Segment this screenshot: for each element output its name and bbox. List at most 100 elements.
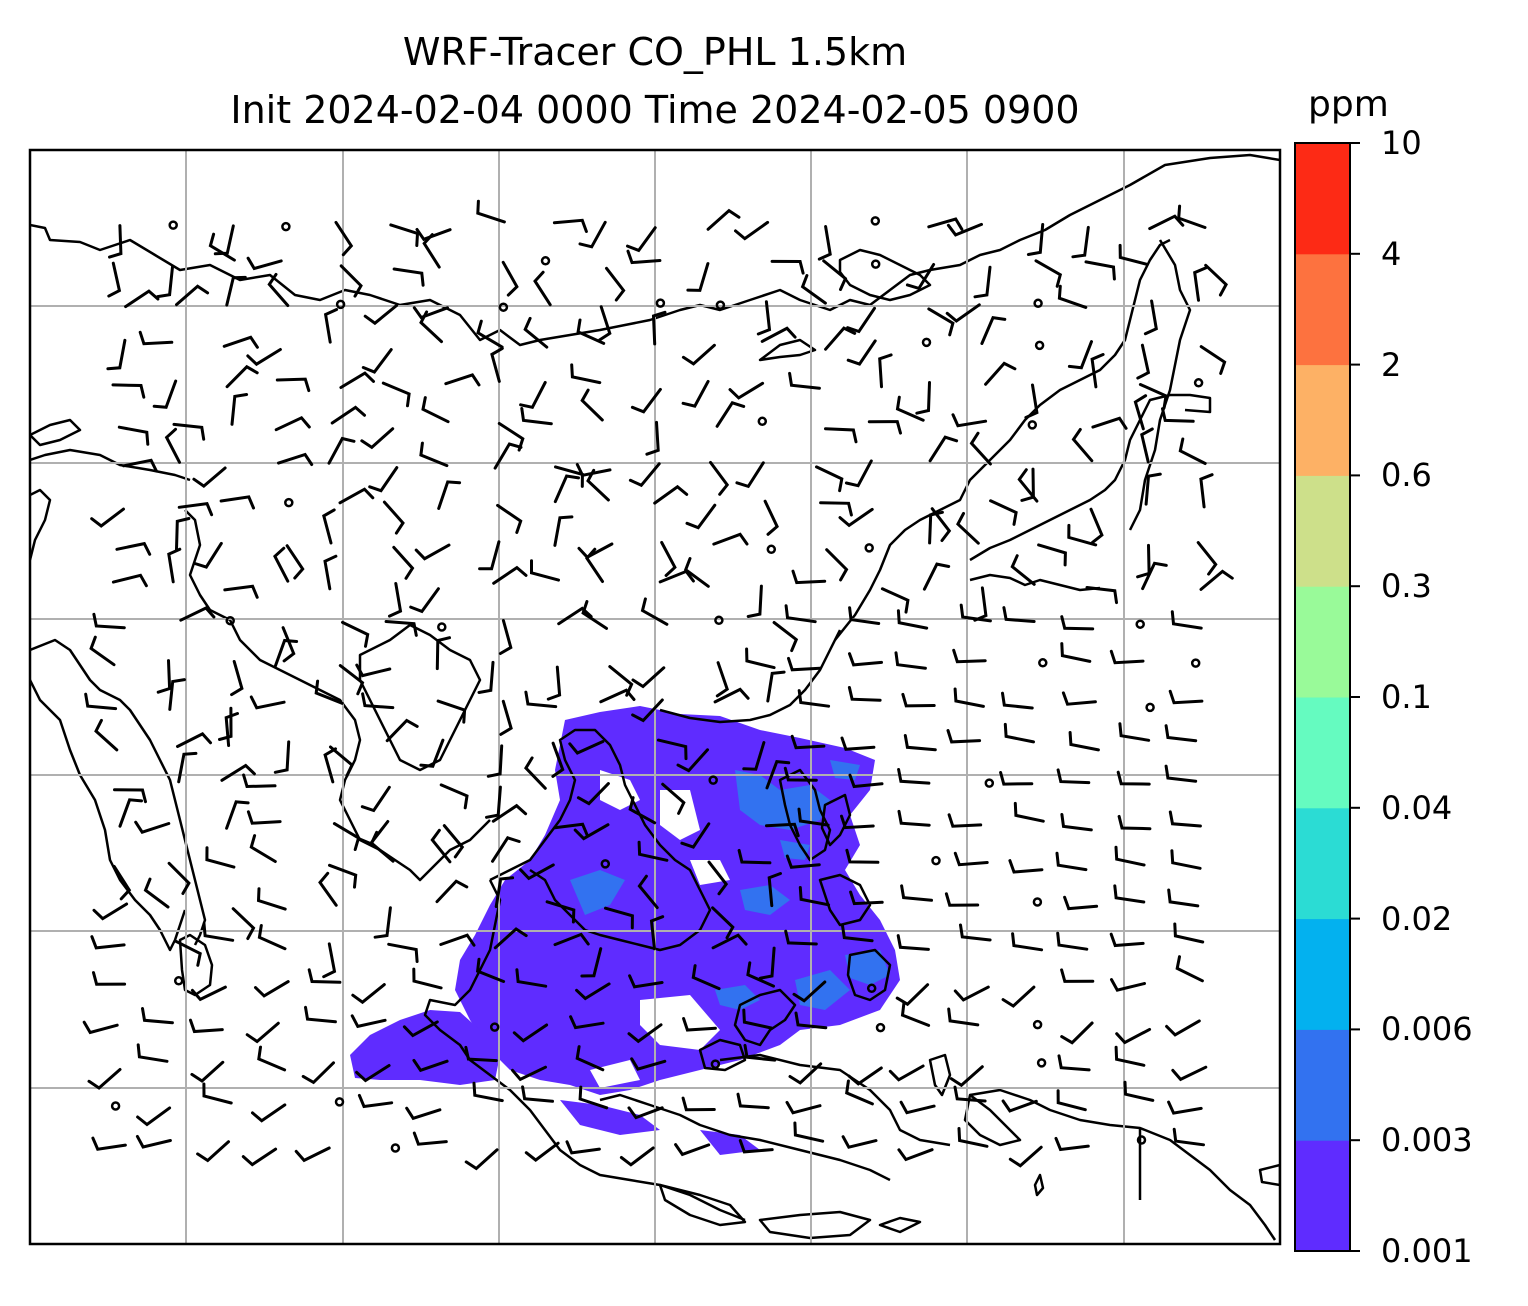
wind-barb: [905, 263, 936, 291]
wind-barb: [1055, 851, 1088, 872]
wind-barb: [330, 405, 366, 425]
wind-barb: [173, 939, 202, 967]
wind-barb: [113, 788, 147, 804]
wind-barb: [108, 224, 123, 259]
wind-barb: [167, 547, 182, 584]
wind-barb: [167, 861, 191, 895]
colorbar-tick-label: 0.003: [1381, 1121, 1473, 1160]
wind-barb: [224, 712, 239, 747]
wind-barb: [845, 1079, 874, 1106]
wind-barb: [576, 782, 610, 806]
wind-barb: [257, 1045, 287, 1072]
wind-barb: [683, 557, 710, 588]
wind-barb: [840, 814, 875, 830]
colorbar-segment: [1295, 1029, 1350, 1141]
wind-barb: [1011, 932, 1044, 952]
wind-barb: [223, 584, 259, 599]
wind-barb: [435, 879, 469, 904]
wind-barb: [953, 1085, 987, 1103]
wind-barb: [415, 228, 452, 242]
calm-wind-marker: [1135, 619, 1145, 629]
wind-barb: [631, 698, 664, 723]
calm-wind-marker: [931, 855, 941, 866]
wind-barb: [897, 809, 931, 827]
wind-barb: [545, 900, 576, 924]
calm-wind-marker: [715, 300, 726, 310]
wind-barb: [715, 661, 729, 698]
wind-barb: [656, 738, 688, 761]
calm-wind-marker: [173, 976, 184, 986]
colorbar-tick-label: 2: [1381, 345, 1402, 384]
wind-barb: [430, 828, 452, 864]
wind-barb: [897, 1148, 934, 1162]
wind-barb: [849, 890, 884, 906]
wind-barb: [1168, 810, 1202, 828]
wind-barb: [580, 388, 604, 422]
wind-barb: [314, 679, 344, 705]
colorbar-unit-label: ppm: [1308, 84, 1389, 125]
wind-barb: [476, 199, 506, 224]
wind-barb: [412, 306, 449, 320]
wind-barb: [1141, 561, 1168, 591]
wind-barb: [798, 886, 831, 907]
colorbar-segment: [1295, 807, 1350, 920]
calm-wind-marker: [870, 259, 881, 269]
wind-barb: [575, 982, 611, 1001]
wind-barb: [1084, 260, 1116, 281]
wind-barb: [1109, 932, 1145, 948]
wind-barb: [691, 964, 721, 991]
wind-barb: [1168, 689, 1204, 705]
wind-barb: [1164, 724, 1198, 743]
wind-barb: [388, 582, 403, 618]
calm-wind-marker: [498, 302, 509, 312]
wind-barb: [973, 586, 988, 622]
wind-barb: [736, 1092, 770, 1110]
wind-barb: [1178, 437, 1207, 465]
wind-barb: [90, 935, 126, 950]
wind-barb: [1177, 204, 1207, 229]
wind-barb: [1117, 814, 1152, 831]
wind-barb: [1204, 263, 1228, 297]
wind-barb: [322, 942, 337, 979]
wind-barb: [581, 600, 608, 630]
wind-barb: [586, 468, 610, 502]
wind-barb: [785, 854, 821, 869]
wind-barb: [846, 339, 877, 366]
calm-wind-marker: [335, 299, 346, 310]
wind-barb: [953, 687, 985, 708]
wind-barb: [338, 487, 375, 505]
wind-barb: [1060, 1021, 1094, 1045]
wind-barb: [788, 1062, 823, 1085]
wind-barb: [1056, 1089, 1087, 1112]
colorbar-tick-label: 0.6: [1381, 456, 1432, 495]
wind-barb: [630, 387, 662, 414]
wind-barb: [1165, 1019, 1201, 1037]
wind-barb: [172, 422, 206, 441]
wind-barb: [519, 863, 555, 881]
wind-barb: [1001, 1099, 1038, 1113]
wind-barb: [1167, 888, 1200, 908]
wind-barb: [111, 383, 146, 399]
calm-wind-marker: [110, 1101, 121, 1111]
wind-barb: [520, 407, 553, 426]
wind-barb: [1118, 243, 1149, 266]
coastlines: [30, 153, 1280, 1241]
wind-barb: [190, 985, 227, 1002]
wind-barb: [999, 771, 1034, 786]
wind-barb: [485, 785, 502, 819]
wind-barb: [329, 745, 354, 778]
calm-wind-marker: [284, 497, 294, 508]
wind-barb: [1091, 416, 1128, 430]
calm-wind-marker: [1038, 658, 1048, 668]
wind-barb: [649, 915, 665, 951]
wind-barb: [241, 1147, 278, 1167]
wind-barb: [1196, 541, 1218, 576]
wind-barb: [256, 887, 287, 911]
wind-barb: [419, 310, 443, 344]
wind-barb: [784, 604, 817, 624]
wind-barb: [202, 922, 235, 942]
wind-barb: [628, 796, 657, 825]
wind-barb: [1138, 383, 1168, 410]
wind-barb: [899, 1100, 936, 1115]
wind-barb: [707, 860, 729, 896]
